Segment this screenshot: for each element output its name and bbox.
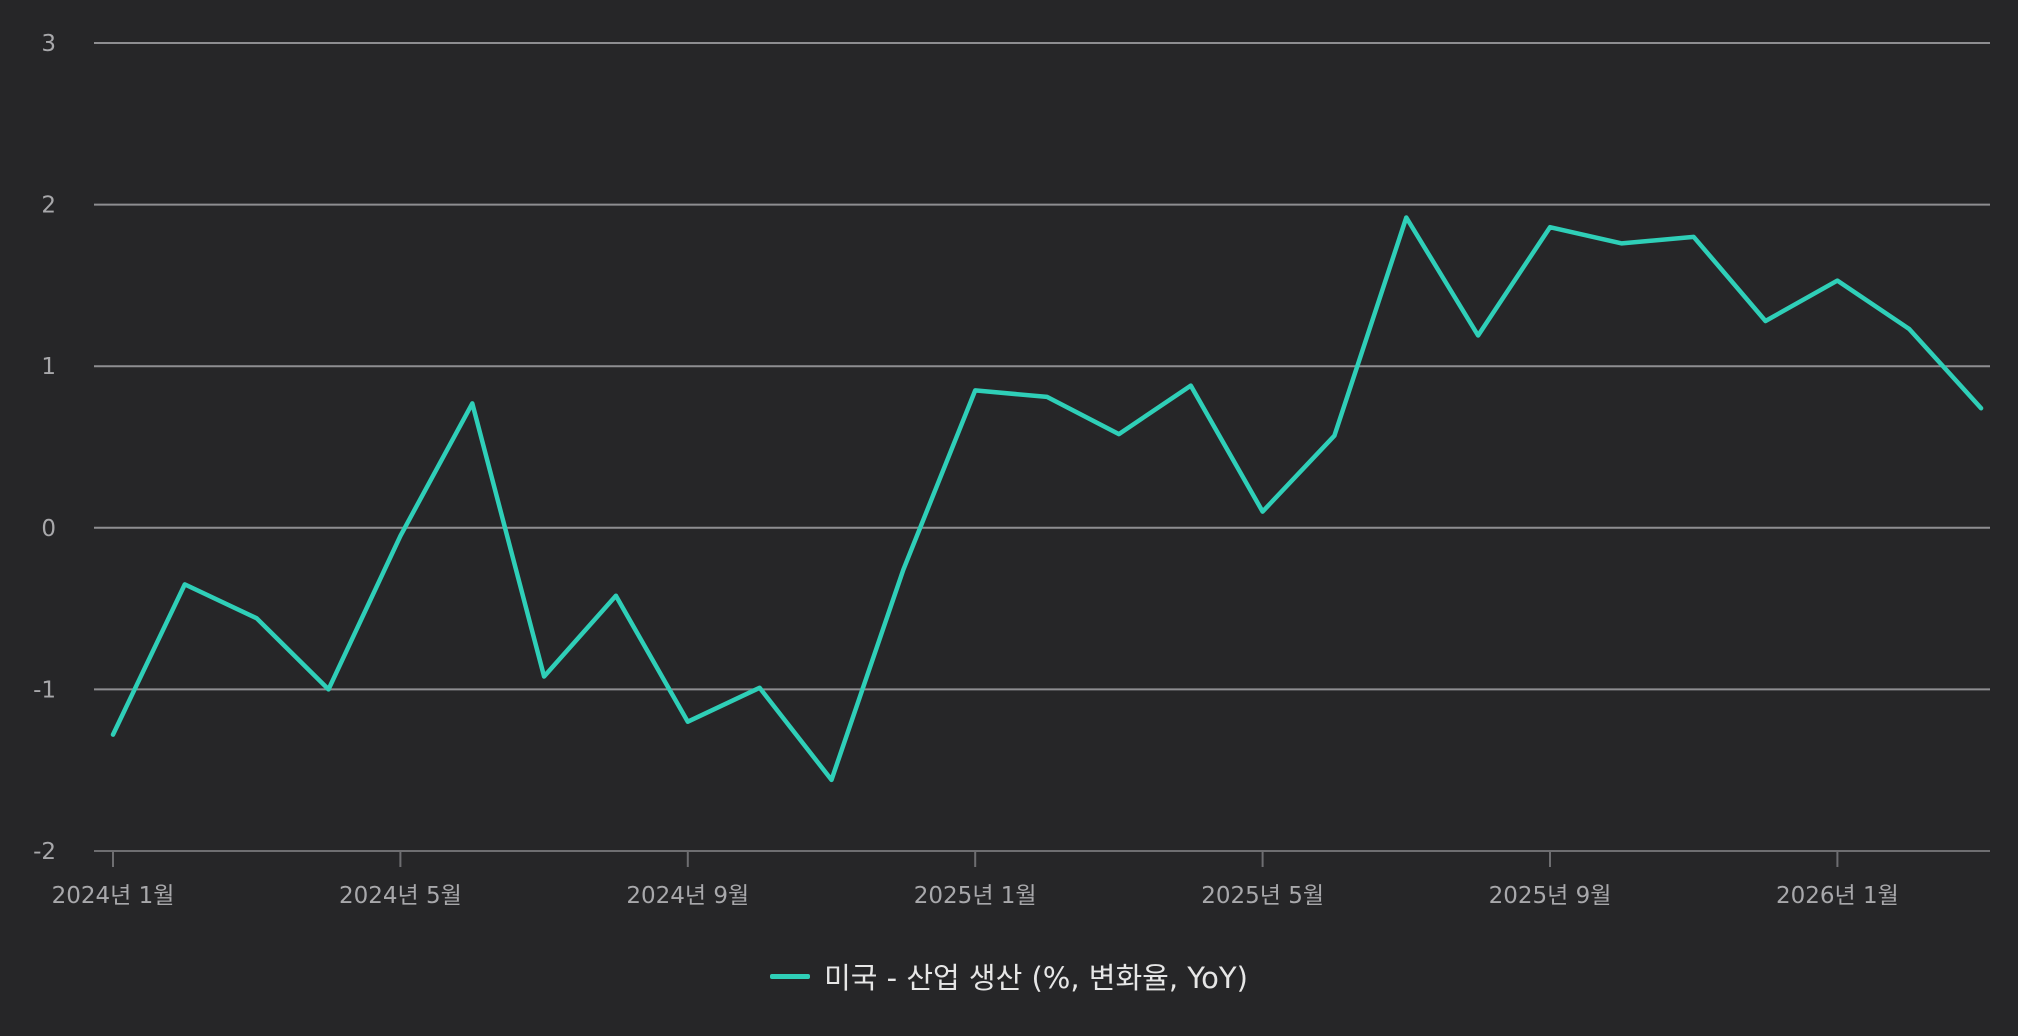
y-tick-label: 2 bbox=[41, 193, 56, 219]
legend-swatch bbox=[770, 973, 811, 979]
x-tick-label: 2024년 5월 bbox=[339, 883, 462, 909]
x-tick-label: 2025년 1월 bbox=[914, 883, 1037, 909]
x-tick-label: 2024년 9월 bbox=[626, 883, 749, 909]
y-tick-label: -2 bbox=[33, 839, 56, 865]
legend[interactable]: 미국 - 산업 생산 (%, 변화율, YoY) bbox=[0, 955, 2018, 997]
series-line bbox=[110, 215, 1984, 783]
x-tick-label: 2025년 5월 bbox=[1201, 883, 1324, 909]
y-tick-label: 1 bbox=[41, 354, 56, 380]
y-tick-label: 0 bbox=[41, 516, 56, 542]
y-tick-label: 3 bbox=[41, 31, 56, 57]
x-tick-label: 2024년 1월 bbox=[52, 883, 175, 909]
x-tick-label: 2026년 1월 bbox=[1776, 883, 1899, 909]
x-tick-label: 2025년 9월 bbox=[1489, 883, 1612, 909]
legend-label: 미국 - 산업 생산 (%, 변화율, YoY) bbox=[824, 961, 1248, 995]
y-tick-label: -1 bbox=[33, 677, 56, 703]
